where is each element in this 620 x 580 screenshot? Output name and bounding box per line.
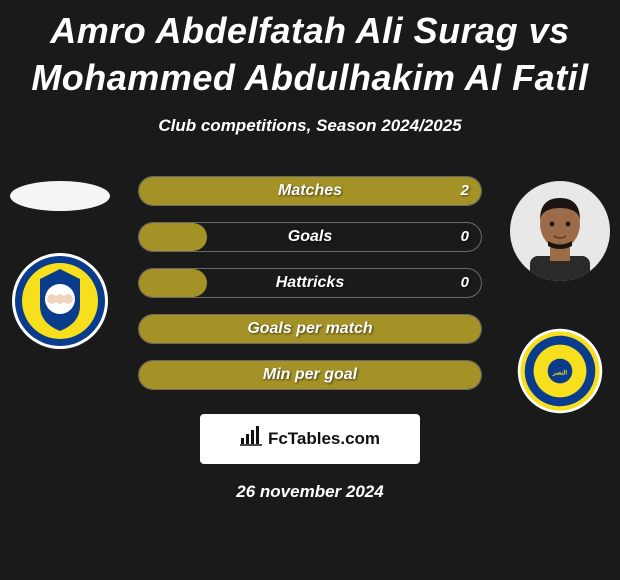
stat-value-right: 2 — [461, 182, 469, 199]
stat-bar: Goals 0 — [138, 222, 482, 252]
player-avatar-right — [510, 181, 610, 281]
stat-bar: Matches 2 — [138, 176, 482, 206]
page-title: Amro Abdelfatah Ali Surag vs Mohammed Ab… — [0, 0, 620, 102]
stat-bar: Min per goal — [138, 360, 482, 390]
watermark-text: FcTables.com — [268, 429, 380, 449]
stat-label: Matches — [278, 182, 342, 200]
stat-value-right: 0 — [461, 228, 469, 245]
left-player-column — [10, 181, 110, 351]
watermark: FcTables.com — [200, 414, 420, 464]
stat-label: Goals per match — [247, 320, 372, 338]
subtitle: Club competitions, Season 2024/2025 — [0, 116, 620, 136]
stat-bar: Hattricks 0 — [138, 268, 482, 298]
player-avatar-left — [10, 181, 110, 211]
person-icon — [520, 186, 600, 281]
bar-chart-icon — [240, 426, 262, 451]
stat-bar: Goals per match — [138, 314, 482, 344]
right-player-column: النصر — [510, 181, 610, 421]
club-logo-right: النصر — [510, 321, 610, 421]
al-nassr-logo-icon: النصر — [516, 327, 604, 415]
al-gharafa-logo-icon — [10, 251, 110, 351]
svg-text:النصر: النصر — [552, 369, 567, 376]
club-logo-left — [10, 251, 110, 351]
stat-bar-fill — [139, 223, 207, 251]
stat-label: Goals — [288, 228, 332, 246]
stats-area: النصر Matches 2 Goals 0 Hattricks 0 Goals per … — [0, 176, 620, 390]
stat-bar-fill — [139, 269, 207, 297]
stat-bars: Matches 2 Goals 0 Hattricks 0 Goals per match M… — [138, 176, 482, 390]
date-text: 26 november 2024 — [0, 482, 620, 502]
stat-label: Min per goal — [263, 366, 357, 384]
stat-value-right: 0 — [461, 274, 469, 291]
stat-label: Hattricks — [276, 274, 344, 292]
